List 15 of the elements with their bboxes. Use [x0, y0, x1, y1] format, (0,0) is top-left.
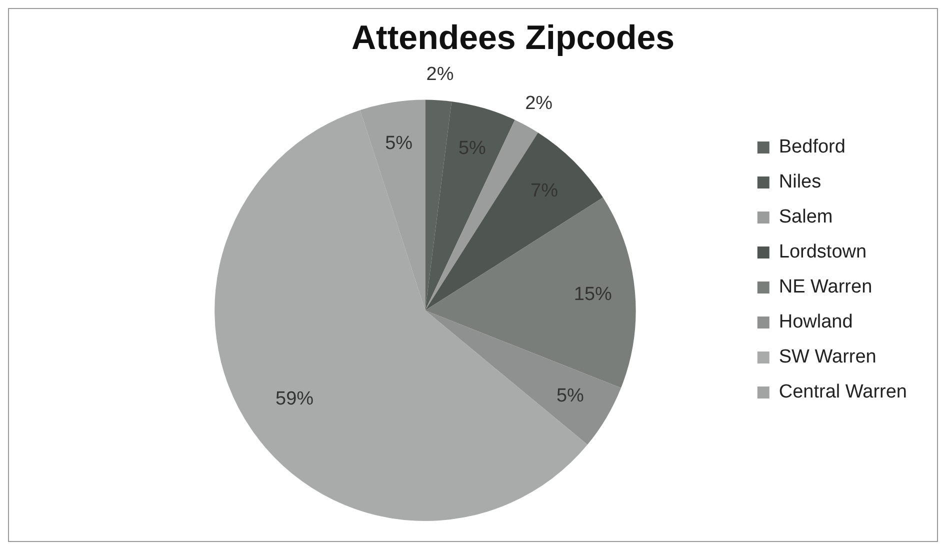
legend-label: Howland	[778, 312, 853, 333]
data-label: 5%	[385, 133, 413, 154]
data-label: 59%	[276, 388, 314, 410]
legend-label: Lordstown	[778, 242, 867, 263]
data-label: 15%	[574, 284, 612, 305]
legend-label: Niles	[778, 172, 822, 193]
chart-title: Attendees Zipcodes	[351, 18, 675, 57]
legend-label: Central Warren	[778, 382, 908, 403]
legend-label: Bedford	[778, 136, 846, 158]
data-label: 2%	[525, 92, 553, 114]
data-label: 5%	[556, 385, 584, 406]
data-label: 2%	[426, 64, 454, 86]
legend-label: SW Warren	[778, 346, 876, 368]
legend-label: Salem	[778, 206, 833, 228]
legend-label: NE Warren	[778, 276, 872, 298]
